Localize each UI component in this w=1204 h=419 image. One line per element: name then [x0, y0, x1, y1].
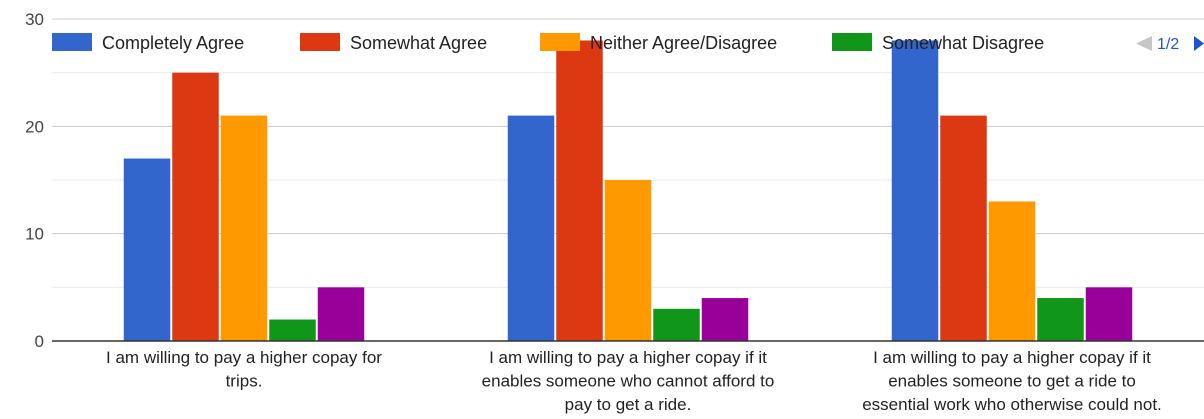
legend-next-page-icon[interactable]: [1194, 36, 1204, 51]
x-tick-label: enables someone who cannot afford to: [482, 372, 775, 391]
bar[interactable]: [220, 115, 268, 341]
bar[interactable]: [653, 308, 700, 341]
bar[interactable]: [701, 298, 749, 341]
x-tick-label: I am willing to pay a higher copay if it: [489, 348, 767, 367]
bar[interactable]: [891, 40, 939, 341]
x-tick-label: pay to get a ride.: [565, 395, 692, 414]
bar[interactable]: [604, 180, 652, 341]
legend-label[interactable]: Completely Agree: [102, 33, 244, 53]
legend-swatch[interactable]: [540, 33, 580, 51]
legend-prev-page-icon[interactable]: [1136, 36, 1152, 51]
axes: 0 10 20 30 I am willing to pay a higher copa…: [25, 10, 1204, 414]
y-tick-label: 0: [35, 332, 44, 351]
bar[interactable]: [988, 201, 1036, 341]
x-tick-label: trips.: [226, 372, 263, 391]
x-tick-label: I am willing to pay a higher copay if it: [873, 348, 1151, 367]
legend-swatch[interactable]: [300, 33, 340, 51]
y-tick-label: 10: [25, 225, 44, 244]
y-tick-label: 20: [25, 117, 44, 136]
bar[interactable]: [556, 40, 603, 341]
legend-label[interactable]: Neither Agree/Disagree: [590, 33, 777, 53]
bar[interactable]: [1037, 298, 1084, 341]
legend: 1/2 Completely Agree Somewhat Agree Neithe…: [52, 33, 1204, 53]
bar[interactable]: [317, 287, 365, 341]
bars: [123, 40, 1133, 342]
legend-label[interactable]: Somewhat Agree: [350, 33, 487, 53]
bar[interactable]: [1085, 287, 1133, 341]
y-tick-label: 30: [25, 10, 44, 29]
x-tick-label: essential work who otherwise could not.: [862, 395, 1162, 414]
bar[interactable]: [123, 158, 171, 341]
x-tick-label: I am willing to pay a higher copay for: [106, 348, 382, 367]
legend-page-indicator: 1/2: [1157, 36, 1179, 53]
bar[interactable]: [172, 72, 219, 342]
legend-swatch[interactable]: [832, 33, 872, 51]
x-tick-label: enables someone to get a ride to: [888, 372, 1136, 391]
legend-swatch[interactable]: [52, 33, 92, 51]
bar[interactable]: [507, 115, 555, 341]
bar[interactable]: [269, 319, 316, 341]
legend-label[interactable]: Somewhat Disagree: [882, 33, 1044, 53]
bar[interactable]: [940, 115, 987, 341]
